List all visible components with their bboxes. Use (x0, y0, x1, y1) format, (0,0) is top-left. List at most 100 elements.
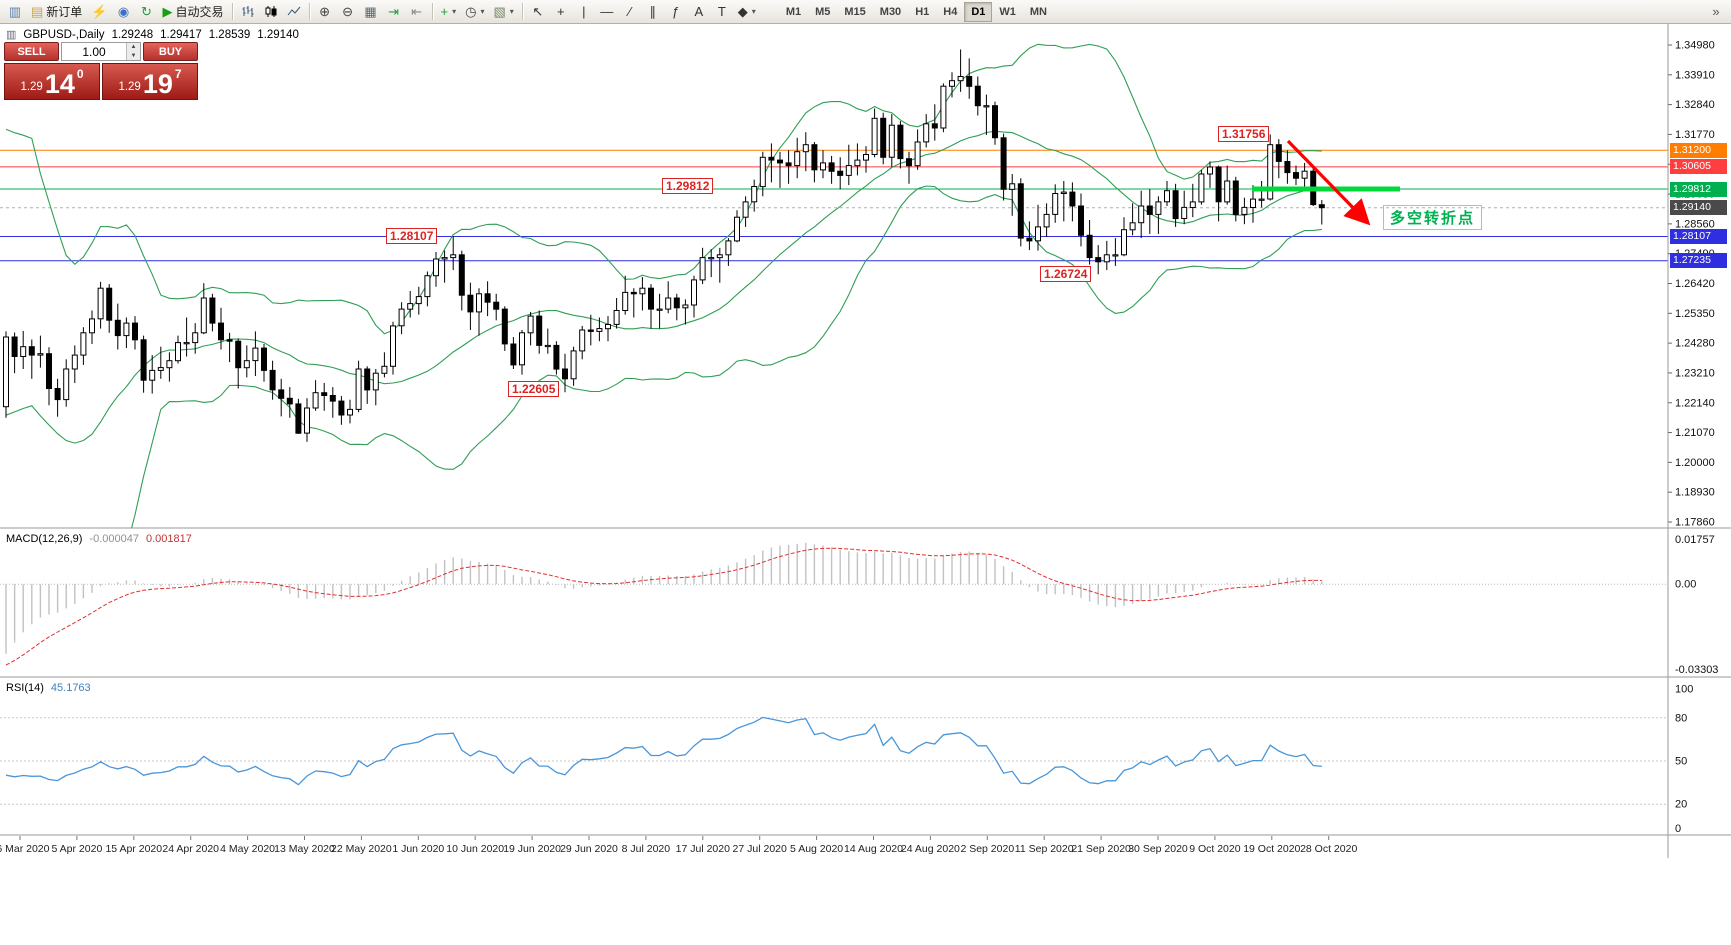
channel-tool-button[interactable]: ∥ (642, 2, 664, 22)
shapes-tool-button[interactable]: ◆ ▾ (734, 2, 760, 22)
bar-chart-mode-icon (241, 5, 255, 18)
svg-text:1.33910: 1.33910 (1675, 69, 1715, 81)
svg-text:11 Sep 2020: 11 Sep 2020 (1015, 843, 1074, 855)
autotrading-icon: ▶ (162, 4, 173, 19)
periods-button[interactable]: ◷ ▾ (461, 2, 488, 22)
buy-price-panel[interactable]: 1.29 19 7 (102, 63, 198, 100)
timeframe-h4[interactable]: H4 (936, 2, 964, 22)
cursor-tool-button[interactable]: ↖ (527, 2, 549, 22)
timeframe-m15[interactable]: M15 (837, 2, 872, 22)
bar-chart-mode-button[interactable] (237, 2, 259, 22)
svg-text:19 Jun 2020: 19 Jun 2020 (503, 843, 561, 855)
zoom-in-button[interactable]: ⊕ (314, 2, 336, 22)
shapes-tool-icon: ◆ (737, 4, 748, 19)
volume-field[interactable]: 1.00 ▲ ▼ (61, 42, 141, 61)
volume-stepper: ▲ ▼ (126, 43, 140, 60)
crosshair-tool-button[interactable]: + (550, 2, 572, 22)
sell-button[interactable]: SELL (4, 42, 59, 61)
fibonacci-tool-button[interactable]: ƒ (665, 2, 687, 22)
price-text-label: 1.26724 (1040, 266, 1092, 282)
svg-text:4 May 2020: 4 May 2020 (220, 843, 275, 855)
svg-text:24 Aug 2020: 24 Aug 2020 (901, 843, 960, 855)
new-chart-button[interactable]: ▥ (4, 2, 26, 22)
auto-scroll-icon: ⇥ (388, 4, 399, 19)
volume-value[interactable]: 1.00 (82, 44, 106, 59)
svg-text:0.00: 0.00 (1675, 579, 1696, 591)
symbol-period-label: GBPUSD-,Daily (23, 28, 105, 41)
svg-text:1.17860: 1.17860 (1675, 517, 1715, 529)
periods-dropdown-arrow[interactable]: ▾ (480, 7, 485, 16)
shapes-tool-dropdown-arrow[interactable]: ▾ (751, 7, 756, 16)
axis-price-badge: 1.28107 (1670, 229, 1727, 244)
chart-shift-button[interactable]: ⇤ (406, 2, 428, 22)
horizontal-line-tool-button[interactable]: — (596, 2, 618, 22)
main-toolbar: ▥ ▤ 新订单 ⚡ ◉ ↻ ▶ 自动交易 ⊕ ⊖ ▦ ⇥ ⇤ + ▾ ◷ ▾ ▧ ▾ ↖ + | — ∕ ∥ ƒ A T ◆ ▾ M1 M5 M… (0, 0, 1731, 24)
svg-text:30 Sep 2020: 30 Sep 2020 (1128, 843, 1188, 855)
metaeditor-button[interactable]: ⚡ (87, 2, 111, 22)
timeframe-mn[interactable]: MN (1023, 2, 1054, 22)
ohlc-high: 1.29417 (160, 28, 202, 41)
timeframe-m5[interactable]: M5 (808, 2, 837, 22)
timeframe-m30[interactable]: M30 (873, 2, 908, 22)
autotrading-button[interactable]: ▶ 自动交易 (159, 2, 228, 22)
buy-price-pipette: 7 (174, 67, 182, 81)
price-text-label: 1.22605 (508, 381, 560, 397)
new-order-label: 新订单 (46, 5, 83, 19)
toolbar-overflow-button[interactable]: » (1705, 2, 1727, 22)
svg-text:1.32840: 1.32840 (1675, 99, 1715, 111)
buy-price-prefix: 1.29 (118, 81, 141, 93)
ohlc-close: 1.29140 (257, 28, 299, 41)
buy-button[interactable]: BUY (143, 42, 198, 61)
new-order-button[interactable]: ▤ 新订单 (27, 2, 86, 22)
sell-price-panel[interactable]: 1.29 14 0 (4, 63, 100, 100)
refresh-button[interactable]: ↻ (136, 2, 158, 22)
indicators-icon: + (440, 4, 449, 19)
timeframe-h1[interactable]: H1 (908, 2, 936, 22)
horizontal-line-tool-icon: — (600, 4, 614, 19)
templates-icon: ▧ (493, 4, 506, 19)
toolbar-separator (231, 3, 233, 20)
line-chart-mode-button[interactable] (283, 2, 305, 22)
candlestick-mode-icon (264, 5, 278, 18)
svg-text:1 Jun 2020: 1 Jun 2020 (392, 843, 444, 855)
svg-text:1.22140: 1.22140 (1675, 397, 1715, 409)
sell-price-big: 14 (44, 69, 75, 100)
svg-text:5 Aug 2020: 5 Aug 2020 (790, 843, 843, 855)
label-tool-button[interactable]: T (711, 2, 733, 22)
channel-tool-icon: ∥ (649, 4, 657, 19)
svg-text:10 Jun 2020: 10 Jun 2020 (446, 843, 504, 855)
templates-dropdown-arrow[interactable]: ▾ (509, 7, 514, 16)
new-order-icon: ▤ (31, 4, 44, 19)
one-click-trading-panel: SELL 1.00 ▲ ▼ BUY 1.29 14 0 1.29 19 7 (4, 42, 198, 100)
rsi-name: RSI(14) (6, 682, 44, 694)
templates-button[interactable]: ▧ ▾ (489, 2, 517, 22)
candlestick-mode-button[interactable] (260, 2, 282, 22)
price-text-label: 1.29812 (662, 178, 714, 194)
svg-text:20: 20 (1675, 799, 1687, 811)
timeframe-switcher: M1 M5 M15 M30 H1 H4 D1 W1 MN (779, 1, 1054, 22)
trendline-tool-button[interactable]: ∕ (619, 2, 641, 22)
axis-price-badge: 1.31200 (1670, 142, 1727, 158)
timeframe-d1[interactable]: D1 (964, 1, 993, 22)
timeframe-w1[interactable]: W1 (992, 2, 1023, 22)
zoom-in-icon: ⊕ (319, 4, 330, 19)
svg-text:13 May 2020: 13 May 2020 (274, 843, 335, 855)
chart-symbol-ohlc: ▥ GBPUSD-,Daily 1.29248 1.29417 1.28539 … (6, 28, 299, 42)
vertical-line-tool-button[interactable]: | (573, 2, 595, 22)
market-watch-button[interactable]: ◉ (113, 2, 135, 22)
zoom-out-button[interactable]: ⊖ (337, 2, 359, 22)
volume-up-arrow-icon[interactable]: ▲ (127, 43, 140, 52)
timeframe-m1[interactable]: M1 (779, 2, 808, 22)
auto-scroll-button[interactable]: ⇥ (383, 2, 405, 22)
indicators-dropdown-arrow[interactable]: ▾ (452, 7, 457, 16)
tile-windows-button[interactable]: ▦ (360, 2, 382, 22)
svg-text:24 Apr 2020: 24 Apr 2020 (162, 843, 219, 855)
volume-down-arrow-icon[interactable]: ▼ (127, 51, 140, 60)
svg-text:0: 0 (1675, 823, 1681, 835)
indicators-button[interactable]: + ▾ (437, 2, 461, 22)
chart-shift-icon: ⇤ (411, 4, 422, 19)
text-tool-button[interactable]: A (688, 2, 710, 22)
svg-text:28 Oct 2020: 28 Oct 2020 (1300, 843, 1357, 855)
